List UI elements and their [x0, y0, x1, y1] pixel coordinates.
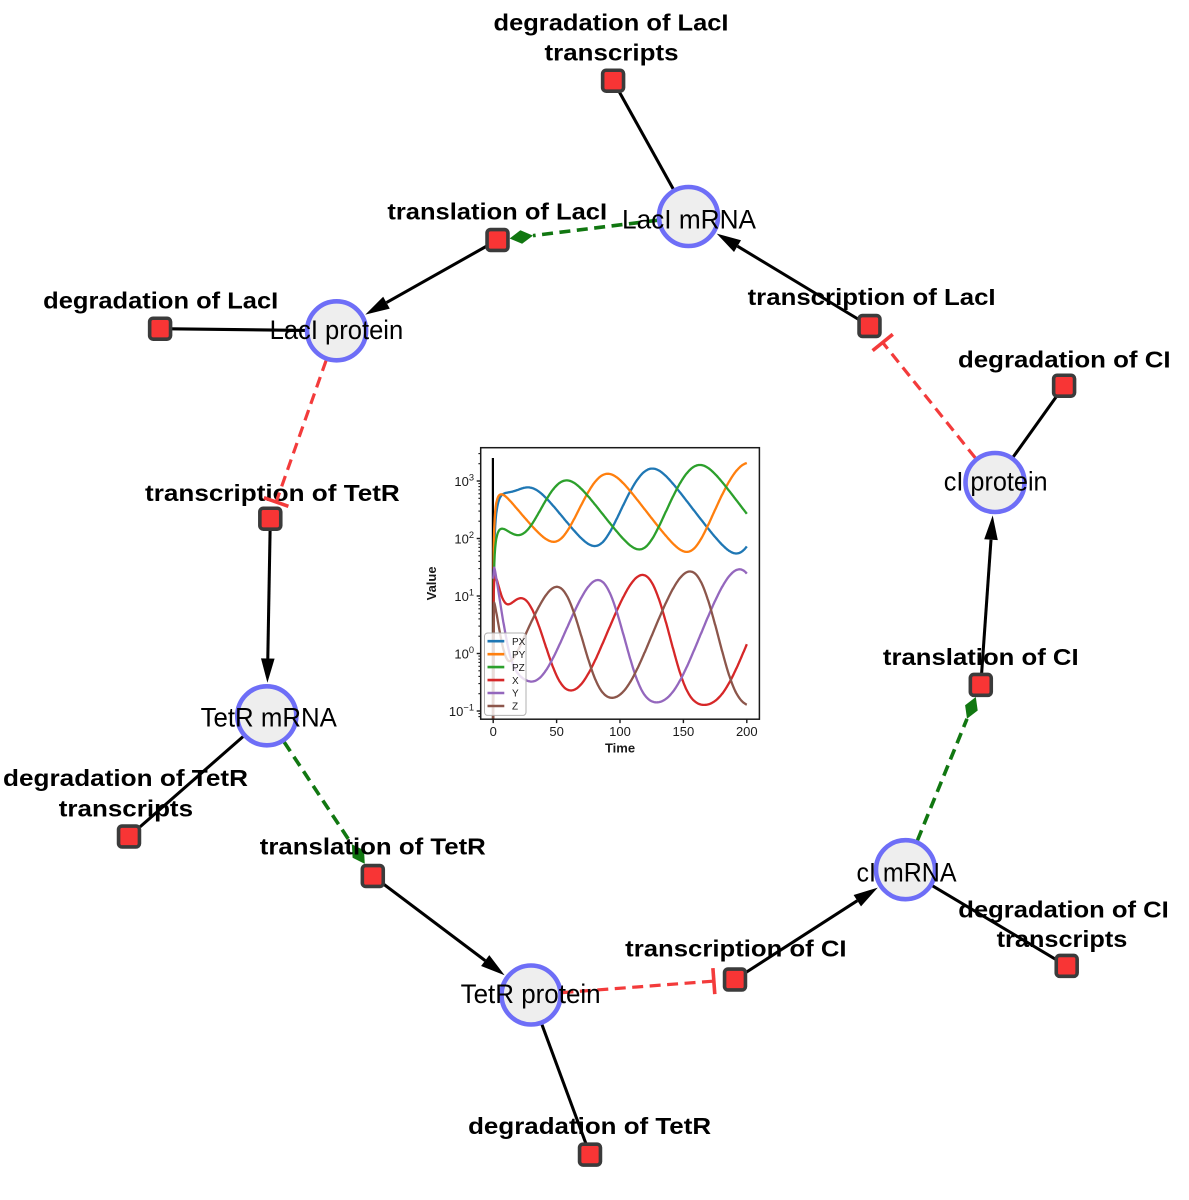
svg-text:TetR protein: TetR protein [461, 979, 601, 1009]
svg-text:PY: PY [512, 650, 526, 661]
svg-text:Value: Value [424, 566, 439, 600]
svg-text:translation of LacI: translation of LacI [387, 198, 607, 224]
svg-text:Time: Time [605, 740, 635, 755]
svg-text:degradation of CI: degradation of CI [958, 347, 1171, 373]
svg-text:transcripts: transcripts [997, 926, 1128, 952]
svg-text:200: 200 [736, 724, 758, 739]
svg-text:transcription of LacI: transcription of LacI [748, 284, 996, 310]
svg-text:PX: PX [512, 637, 526, 648]
svg-text:PZ: PZ [512, 663, 525, 674]
svg-text:degradation of TetR: degradation of TetR [468, 1113, 711, 1139]
svg-text:degradation of CI: degradation of CI [958, 896, 1169, 922]
svg-text:LacI mRNA: LacI mRNA [622, 205, 756, 235]
svg-text:transcripts: transcripts [545, 40, 679, 66]
svg-text:transcription of CI: transcription of CI [625, 936, 846, 962]
svg-text:X: X [512, 676, 519, 687]
svg-text:cI protein: cI protein [944, 467, 1048, 497]
svg-text:100: 100 [609, 724, 631, 739]
svg-text:cI mRNA: cI mRNA [856, 858, 956, 888]
svg-text:degradation of LacI: degradation of LacI [494, 10, 729, 36]
svg-text:150: 150 [673, 724, 695, 739]
svg-text:TetR mRNA: TetR mRNA [201, 702, 337, 732]
svg-text:translation of TetR: translation of TetR [260, 833, 486, 859]
svg-text:50: 50 [549, 724, 563, 739]
svg-text:0: 0 [490, 724, 497, 739]
svg-text:degradation of TetR: degradation of TetR [3, 765, 248, 791]
svg-text:Z: Z [512, 702, 518, 713]
svg-text:LacI protein: LacI protein [270, 315, 404, 345]
svg-text:degradation of LacI: degradation of LacI [43, 287, 278, 313]
svg-text:Y: Y [512, 689, 519, 700]
